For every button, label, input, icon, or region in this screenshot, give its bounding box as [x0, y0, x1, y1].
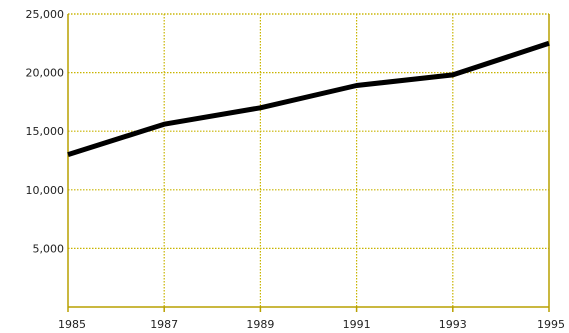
x-tick-label: 1989 [246, 318, 274, 331]
series-line [67, 40, 550, 157]
x-tick-label: 1987 [150, 318, 178, 331]
y-tick-label: 20,000 [26, 67, 65, 80]
axes [67, 13, 550, 312]
series [67, 40, 550, 157]
x-tick-label: 1991 [343, 318, 371, 331]
y-tick-label: 25,000 [26, 8, 65, 21]
y-tick-label: 10,000 [26, 184, 65, 197]
y-tick-label: 15,000 [26, 125, 65, 138]
y-tick-labels: 5,000 10,000 15,000 20,000 25,000 [26, 8, 65, 255]
x-tick-label: 1995 [537, 318, 565, 331]
grid [68, 13, 549, 307]
x-tick-label: 1993 [439, 318, 467, 331]
x-tick-label: 1985 [58, 318, 86, 331]
x-tick-labels: 1985 1987 1989 1991 1993 1995 [58, 318, 565, 331]
y-tick-label: 5,000 [33, 242, 65, 255]
